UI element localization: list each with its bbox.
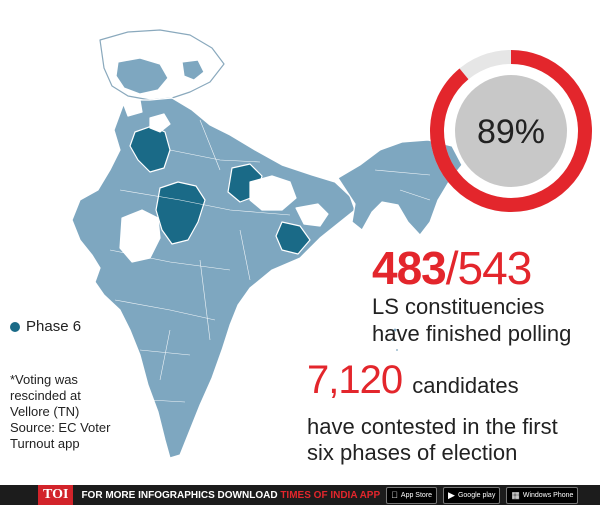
apple-icon: : [391, 490, 398, 500]
play-icon: ▶: [441, 489, 455, 500]
windows-label: Windows Phone: [516, 491, 574, 499]
footer-text: FOR MORE INFOGRAPHICS DOWNLOAD TIMES OF …: [81, 490, 380, 501]
map-island: [392, 327, 398, 333]
candidates-line-2: six phases of election: [307, 440, 518, 465]
footnote-line-1: *Voting was: [10, 372, 78, 387]
map-region-white-4: [119, 209, 161, 263]
windows-phone-badge[interactable]: ▦ Windows Phone: [504, 486, 579, 504]
footnote: *Voting was rescinded at Vellore (TN) So…: [10, 372, 120, 452]
map-region-kashmir: [115, 57, 169, 95]
total-count: 543: [457, 242, 533, 294]
constituencies-line-1: LS constituencies: [372, 294, 545, 319]
map-boundaries: [109, 119, 431, 403]
map-region-white-2: [249, 175, 297, 211]
map-phase6-jharkhand: [275, 221, 311, 255]
map-region-white-5: [121, 99, 143, 117]
constituencies-label: LS constituencies have finished polling: [372, 293, 571, 347]
donut-label: 89%: [477, 113, 545, 151]
app-store-label: App Store: [394, 491, 432, 499]
footer-brand: TIMES OF INDIA APP: [280, 489, 381, 501]
windows-icon: ▦: [504, 489, 520, 500]
india-map: [71, 29, 463, 459]
map-island: [390, 337, 396, 343]
google-play-label: Google play: [451, 491, 495, 499]
footnote-line-2: rescinded at: [10, 388, 81, 403]
map-phase6-mp: [155, 181, 206, 245]
legend-label: Phase 6: [26, 318, 82, 335]
candidates-label: have contested in the first six phases o…: [307, 414, 558, 466]
toi-logo: TOI: [38, 485, 74, 505]
footer-bar: TOI FOR MORE INFOGRAPHICS DOWNLOAD TIMES…: [0, 485, 600, 505]
candidates-line-1: have contested in the first: [307, 414, 558, 439]
footnote-line-3: Vellore (TN): [10, 404, 80, 419]
donut-center: [455, 75, 567, 187]
map-region-ladakh-part: [181, 59, 205, 81]
map-region-white-1: [149, 113, 171, 133]
count-separator: /: [445, 242, 459, 294]
legend-dot: [10, 321, 20, 332]
google-play-badge[interactable]: ▶ Google play: [441, 486, 501, 504]
constituencies-line-2: have finished polling: [372, 321, 572, 346]
candidates-value: 7,120: [307, 358, 403, 402]
done-count: 483: [372, 242, 447, 294]
map-region-white-3: [295, 203, 329, 227]
map-region-northeast: [337, 139, 463, 236]
map-island: [394, 347, 400, 353]
legend: Phase 6: [10, 318, 81, 335]
turnout-donut: 89%: [430, 50, 592, 212]
footnote-line-5: Turnout app: [10, 436, 80, 451]
constituencies-count: 483/543: [372, 242, 533, 294]
app-store-badge[interactable]:  App Store: [386, 486, 438, 504]
footer-text-a: FOR MORE INFOGRAPHICS DOWNLOAD: [81, 489, 281, 501]
candidates-word: candidates: [412, 373, 519, 398]
candidates-count: 7,120 candidates: [307, 360, 519, 400]
footnote-line-4: Source: EC Voter: [10, 420, 111, 435]
donut-ring: [430, 50, 592, 212]
